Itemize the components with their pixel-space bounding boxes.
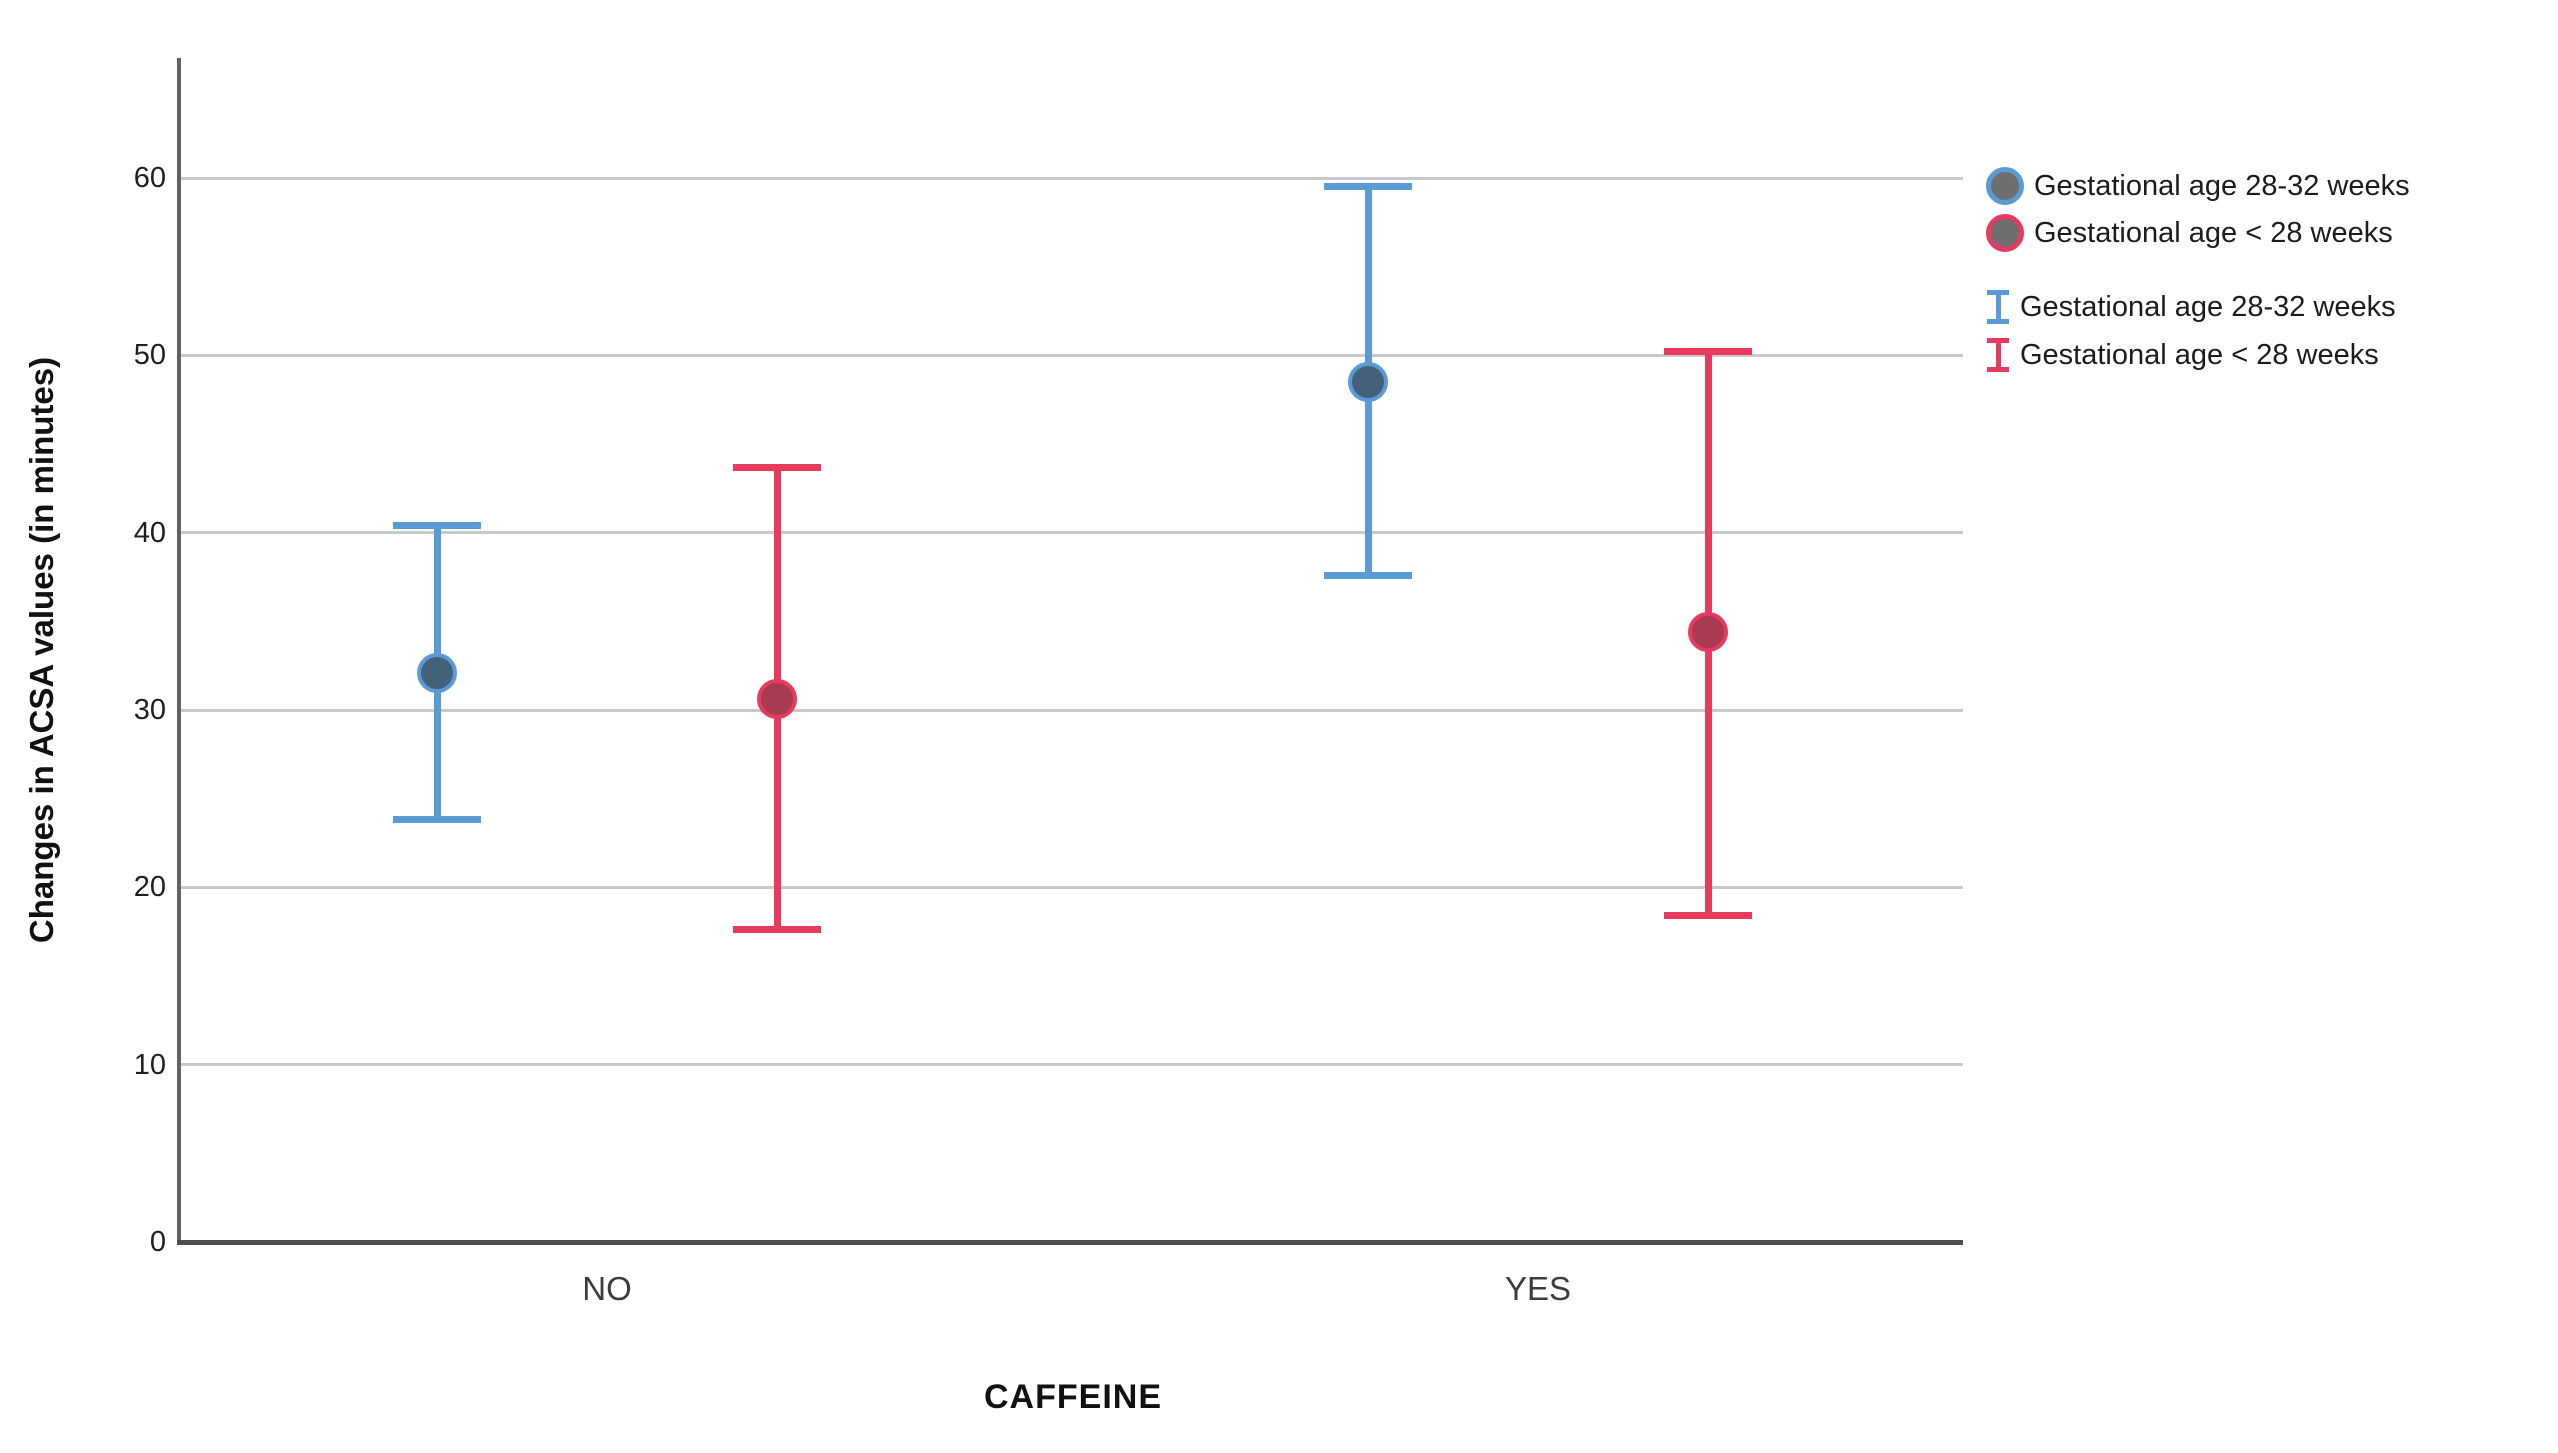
gridline-y-30 xyxy=(179,708,1963,712)
y-tick-label-30: 30 xyxy=(133,694,166,726)
x-category-label-yes: YES xyxy=(1504,1270,1572,1307)
gridline-y-40 xyxy=(179,531,1963,535)
errorbar-cap-bottom-no-s1 xyxy=(733,926,821,934)
y-tick-label-0: 0 xyxy=(149,1226,166,1258)
errorbar-cap-bottom-yes-s1 xyxy=(1664,912,1752,920)
x-axis-line xyxy=(177,1240,1963,1245)
x-axis-title: CAFFEINE xyxy=(984,1378,1162,1416)
y-tick-label-50: 50 xyxy=(133,339,166,372)
errorbar-cap-top-yes-s0 xyxy=(1324,183,1412,191)
y-tick-label-10: 10 xyxy=(133,1048,166,1081)
data-point-yes-s0 xyxy=(1348,361,1388,402)
gridline-y-20 xyxy=(179,885,1963,889)
y-tick-label-60: 60 xyxy=(133,162,166,194)
data-point-yes-s1 xyxy=(1688,611,1728,652)
data-point-no-s0 xyxy=(417,652,457,693)
errorbar-cap-bottom-yes-s0 xyxy=(1324,571,1412,579)
errorbar-cap-top-no-s0 xyxy=(393,522,481,530)
gridline-y-10 xyxy=(179,1063,1963,1067)
gridline-y-50 xyxy=(179,353,1963,357)
errorbar-cap-bottom-no-s0 xyxy=(393,816,481,824)
errorbar-cap-top-no-s1 xyxy=(733,463,821,471)
errorbar-cap-top-yes-s1 xyxy=(1664,348,1752,356)
y-axis-line xyxy=(177,58,181,1244)
gridline-y-60 xyxy=(179,176,1963,180)
y-tick-label-20: 20 xyxy=(133,871,166,904)
x-category-label-no: NO xyxy=(582,1270,632,1307)
data-point-no-s1 xyxy=(757,679,797,720)
y-tick-label-40: 40 xyxy=(133,516,166,549)
